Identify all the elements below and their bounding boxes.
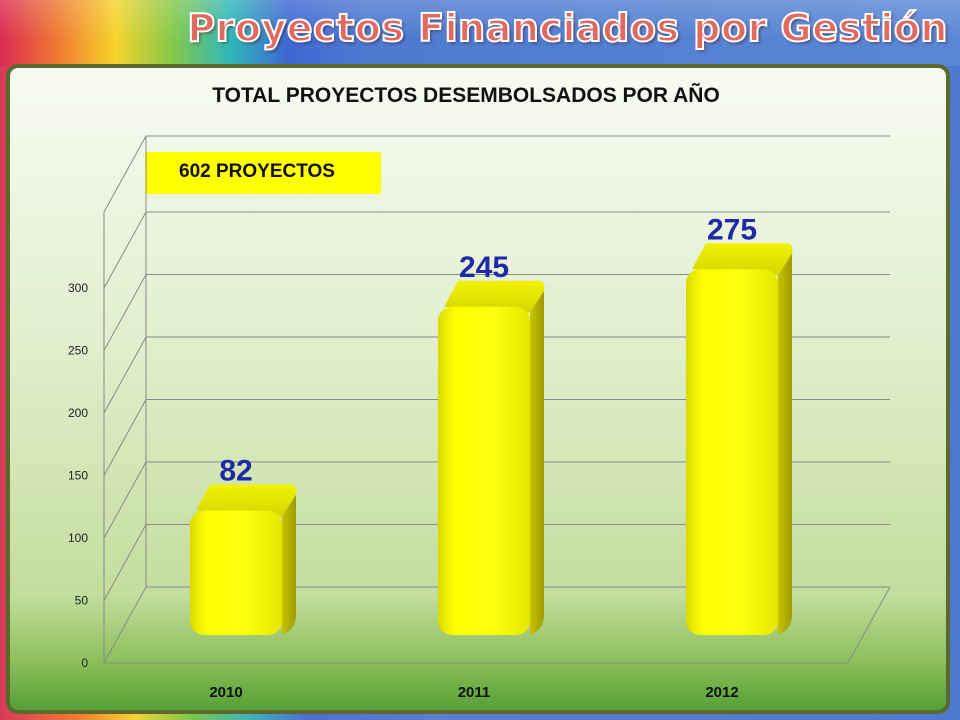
y-tick-label: 250 xyxy=(68,344,88,358)
slide-title: Proyectos Financiados por Gestión xyxy=(186,5,948,51)
gridline-depth xyxy=(103,586,147,664)
total-projects-badge: 602 PROYECTOS xyxy=(145,152,381,194)
x-tick-label: 2011 xyxy=(458,684,491,701)
y-tick-label: 50 xyxy=(75,594,89,608)
chart-title: TOTAL PROYECTOS DESEMBOLSADOS POR AÑO xyxy=(212,84,720,107)
y-tick-label: 100 xyxy=(68,531,88,545)
y-tick-label: 150 xyxy=(68,469,88,483)
x-tick-label: 2010 xyxy=(209,684,242,701)
bar-side xyxy=(282,494,296,635)
bar xyxy=(190,484,297,635)
y-tick-label: 300 xyxy=(68,281,88,295)
x-tick-label: 2012 xyxy=(705,684,738,701)
gridline-depth xyxy=(103,399,147,476)
gridline-depth xyxy=(103,461,147,539)
header-band xyxy=(0,0,960,66)
gridline-depth xyxy=(103,211,147,289)
bar-side xyxy=(530,290,544,635)
data-label: 275 xyxy=(707,213,757,246)
y-tick-label: 200 xyxy=(68,406,88,420)
bar-top xyxy=(692,243,793,276)
gridline-depth xyxy=(103,336,147,414)
bar-front xyxy=(686,269,778,635)
bar-top xyxy=(444,280,545,313)
bar-side xyxy=(778,253,792,635)
gridline-depth xyxy=(103,135,147,213)
bar xyxy=(686,243,793,635)
gridline-depth xyxy=(103,524,147,601)
bar-front xyxy=(438,306,530,635)
bar xyxy=(438,280,545,635)
data-label: 245 xyxy=(459,251,509,284)
gridline-depth xyxy=(103,274,147,351)
floor-edge xyxy=(847,586,891,664)
bar-front xyxy=(190,510,282,635)
y-tick-label: 0 xyxy=(81,656,88,670)
data-label: 82 xyxy=(219,455,252,488)
bar-top xyxy=(196,484,297,517)
